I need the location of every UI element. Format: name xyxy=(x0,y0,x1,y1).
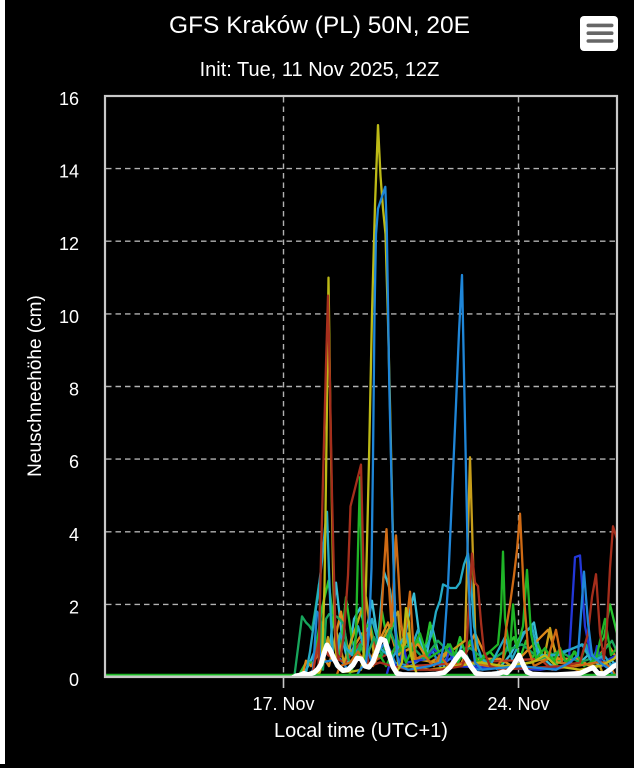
svg-text:Neuschneehöhe (cm): Neuschneehöhe (cm) xyxy=(25,295,46,477)
svg-text:2: 2 xyxy=(69,597,79,617)
svg-text:14: 14 xyxy=(59,162,79,182)
svg-text:6: 6 xyxy=(69,452,79,472)
svg-text:Local time (UTC+1): Local time (UTC+1) xyxy=(274,720,448,742)
svg-text:12: 12 xyxy=(59,234,79,254)
svg-text:0: 0 xyxy=(69,670,79,690)
svg-text:24. Nov: 24. Nov xyxy=(487,694,549,714)
svg-text:8: 8 xyxy=(69,380,79,400)
svg-text:4: 4 xyxy=(69,525,79,545)
svg-text:17. Nov: 17. Nov xyxy=(252,694,314,714)
svg-text:16: 16 xyxy=(59,89,79,109)
svg-text:GFS Kraków (PL) 50N, 20E: GFS Kraków (PL) 50N, 20E xyxy=(169,12,470,39)
svg-text:10: 10 xyxy=(59,307,79,327)
svg-text:Init: Tue, 11 Nov 2025, 12Z: Init: Tue, 11 Nov 2025, 12Z xyxy=(200,59,440,81)
